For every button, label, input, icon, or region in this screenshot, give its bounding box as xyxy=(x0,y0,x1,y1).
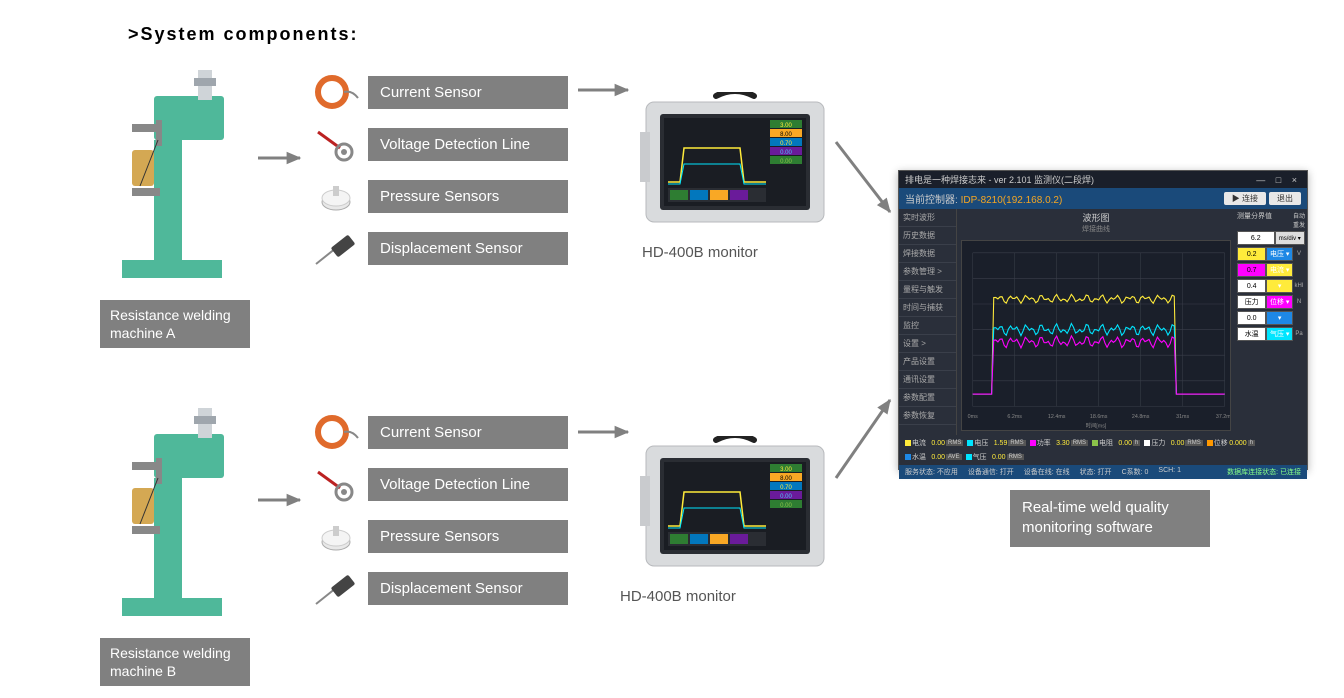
sensor-row-pressure: Pressure Sensors xyxy=(312,516,568,556)
sidebar-item[interactable]: 设置 > xyxy=(899,335,956,353)
sidebar-item[interactable]: 量程与触发 xyxy=(899,281,956,299)
svg-text:0.00: 0.00 xyxy=(780,503,792,509)
svg-text:0.00: 0.00 xyxy=(780,150,792,156)
status-bar: 服务状态: 不应用设备通信: 打开设备在线: 在线状态: 打开C系数: 0SCH… xyxy=(899,465,1307,479)
controller-header: 当前控制器: IDP-8210(192.168.0.2) ▶ 连接 退出 xyxy=(899,188,1307,209)
svg-text:8.00: 8.00 xyxy=(780,132,792,138)
sidebar-item[interactable]: 通讯设置 xyxy=(899,371,956,389)
sensor-row-current: Current Sensor xyxy=(312,72,568,112)
sidebar: 实时波形历史数据焊接数据参数管理 >量程与触发时间与捕获监控设置 >产品设置通讯… xyxy=(899,209,957,435)
sensor-row-pressure: Pressure Sensors xyxy=(312,176,568,216)
window-titlebar: 排电是一种焊接志来 - ver 2.101 监测仪(二段焊) — □ × xyxy=(899,171,1307,188)
current-icon xyxy=(312,72,360,112)
welding-machine-a xyxy=(122,70,232,280)
waveform-chart: 0ms 6.2ms 12.4ms 18.6ms 24.8ms 31ms 37.2ms 时间[m… xyxy=(961,240,1231,431)
sidebar-item[interactable]: 实时波形 xyxy=(899,209,956,227)
svg-text:0.00: 0.00 xyxy=(780,159,792,165)
software-window: 排电是一种焊接志来 - ver 2.101 监测仪(二段焊) — □ × 当前控… xyxy=(898,170,1308,470)
measurement-bar: 电流 0.00 RMS 电压 1.59 RMS 功率 3.30 RMS 电阻 0… xyxy=(899,435,1307,465)
voltage-icon xyxy=(312,464,360,504)
svg-text:31ms: 31ms xyxy=(1176,414,1189,420)
measurement-panel: 测量分界值自动重发 6.2ms/div ▾ 0.2 电压 ▾ V 0.7 电流 … xyxy=(1235,209,1307,435)
svg-text:6.2ms: 6.2ms xyxy=(1007,414,1022,420)
svg-text:时间[ms]: 时间[ms] xyxy=(1086,421,1107,429)
hd-400b-monitor: 3.00 8.00 0.70 0.00 0.00 xyxy=(640,436,830,576)
sidebar-item[interactable]: 焊接数据 xyxy=(899,245,956,263)
sidebar-item[interactable]: 产品设置 xyxy=(899,353,956,371)
chart-title: 波形图焊接曲线 xyxy=(957,209,1235,236)
sidebar-item[interactable]: 时间与捕获 xyxy=(899,299,956,317)
displacement-icon xyxy=(312,568,360,608)
sensor-label: Current Sensor xyxy=(368,416,568,449)
sensor-row-voltage: Voltage Detection Line xyxy=(312,464,568,504)
voltage-icon xyxy=(312,124,360,164)
displacement-icon xyxy=(312,228,360,268)
svg-text:0.70: 0.70 xyxy=(780,485,792,491)
hd-400b-monitor: 3.00 8.00 0.70 0.00 0.00 xyxy=(640,92,830,232)
svg-text:0ms: 0ms xyxy=(968,414,978,420)
header-buttons[interactable]: ▶ 连接 退出 xyxy=(1224,192,1301,205)
svg-text:0.00: 0.00 xyxy=(780,494,792,500)
sensor-row-current: Current Sensor xyxy=(312,412,568,452)
monitor-label: HD-400B monitor xyxy=(620,588,736,605)
sensor-label: Voltage Detection Line xyxy=(368,468,568,501)
svg-text:24.8ms: 24.8ms xyxy=(1132,414,1150,420)
sensor-label: Voltage Detection Line xyxy=(368,128,568,161)
svg-text:37.2ms: 37.2ms xyxy=(1216,414,1230,420)
svg-text:0.70: 0.70 xyxy=(780,141,792,147)
sidebar-item[interactable]: 参数恢复 xyxy=(899,407,956,425)
sidebar-item[interactable]: 历史数据 xyxy=(899,227,956,245)
software-label: Real-time weld quality monitoring softwa… xyxy=(1010,490,1210,547)
sidebar-item[interactable]: 参数配置 xyxy=(899,389,956,407)
sidebar-item[interactable]: 参数管理 > xyxy=(899,263,956,281)
svg-text:8.00: 8.00 xyxy=(780,476,792,482)
sensor-label: Displacement Sensor xyxy=(368,232,568,265)
page-title: >System components: xyxy=(128,24,359,45)
monitor-label: HD-400B monitor xyxy=(642,244,758,261)
svg-text:3.00: 3.00 xyxy=(780,123,792,129)
sidebar-item[interactable]: 监控 xyxy=(899,317,956,335)
sensor-label: Displacement Sensor xyxy=(368,572,568,605)
sensor-row-displacement: Displacement Sensor xyxy=(312,568,568,608)
welding-machine-label-b: Resistance welding machine B xyxy=(100,638,250,686)
window-title: 排电是一种焊接志来 - ver 2.101 监测仪(二段焊) xyxy=(905,173,1094,186)
welding-machine-b xyxy=(122,408,232,618)
sensor-label: Pressure Sensors xyxy=(368,180,568,213)
svg-text:18.6ms: 18.6ms xyxy=(1090,414,1108,420)
welding-machine-label-a: Resistance welding machine A xyxy=(100,300,250,348)
sensor-row-voltage: Voltage Detection Line xyxy=(312,124,568,164)
current-icon xyxy=(312,412,360,452)
sensor-row-displacement: Displacement Sensor xyxy=(312,228,568,268)
svg-text:12.4ms: 12.4ms xyxy=(1048,414,1066,420)
sensor-label: Current Sensor xyxy=(368,76,568,109)
pressure-icon xyxy=(312,176,360,216)
window-controls[interactable]: — □ × xyxy=(1256,175,1301,185)
svg-text:3.00: 3.00 xyxy=(780,467,792,473)
pressure-icon xyxy=(312,516,360,556)
sensor-label: Pressure Sensors xyxy=(368,520,568,553)
